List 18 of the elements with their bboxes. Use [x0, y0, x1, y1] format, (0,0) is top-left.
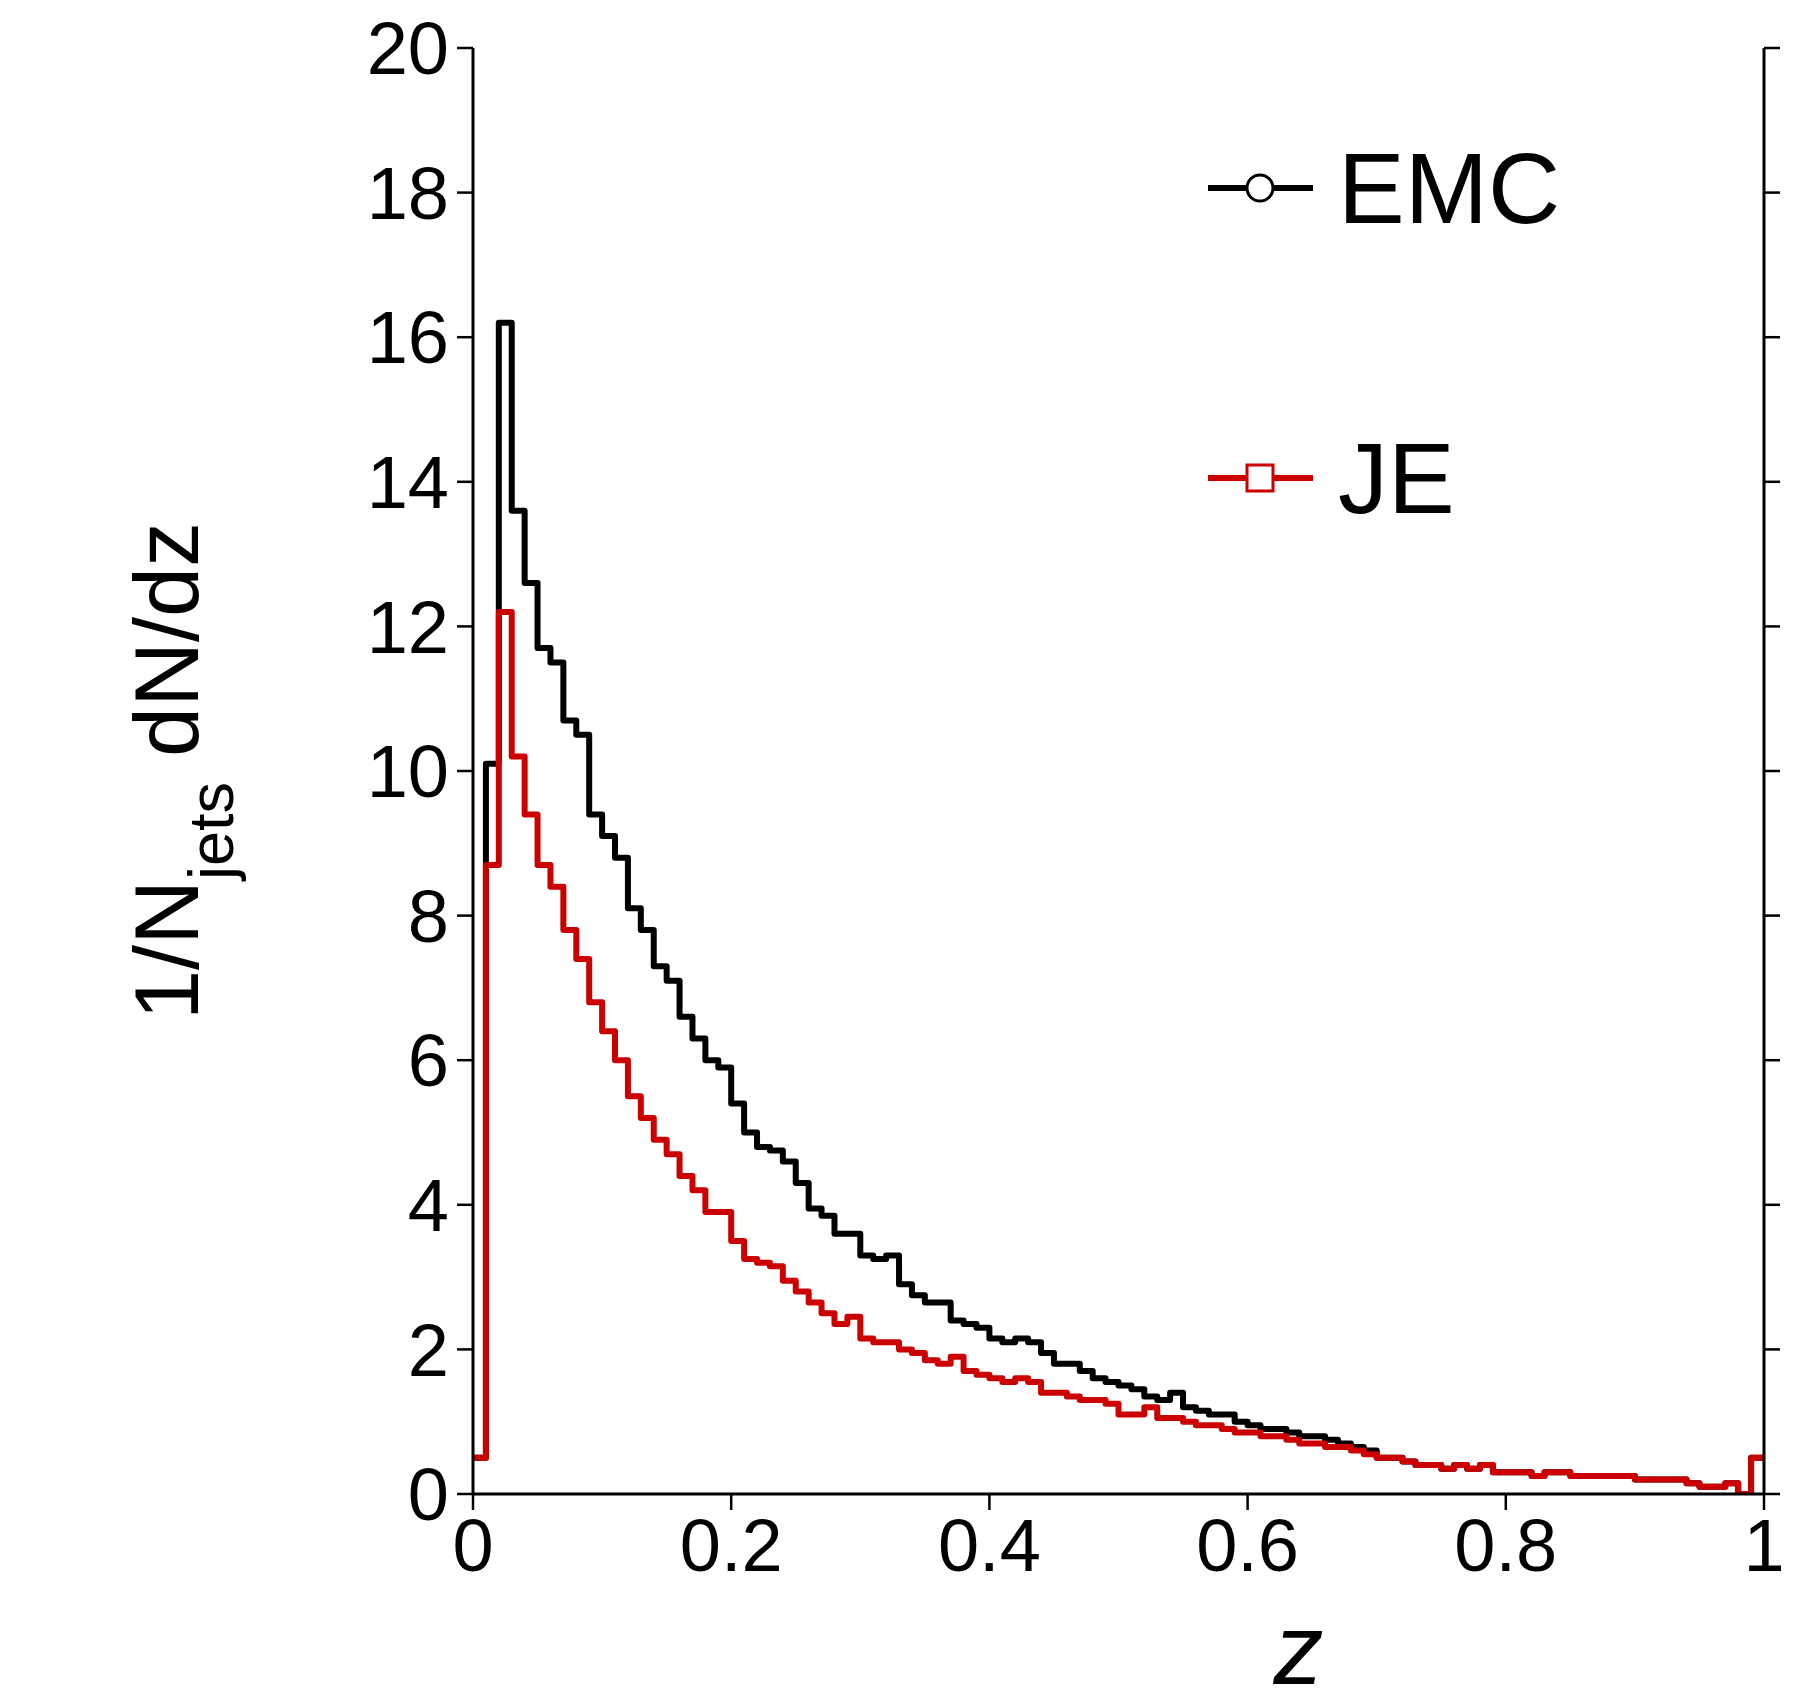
y-tick-label: 8: [407, 874, 449, 958]
x-tick-label: 1: [1743, 1503, 1785, 1587]
x-tick-label: 0.8: [1454, 1503, 1558, 1587]
y-tick-label: 2: [407, 1308, 449, 1392]
y-tick-label: 14: [366, 441, 449, 525]
y-tick-label: 20: [366, 7, 449, 91]
x-tick-label: 0.2: [679, 1503, 783, 1587]
x-tick-label: 0.6: [1196, 1503, 1300, 1587]
y-tick-label: 12: [366, 585, 449, 669]
y-tick-label: 4: [407, 1164, 449, 1248]
legend-label: EMC: [1338, 132, 1561, 244]
y-tick-label: 18: [366, 151, 449, 235]
y-tick-label: 10: [366, 730, 449, 814]
x-axis-title: z: [1272, 1593, 1324, 1705]
x-tick-label: 0.4: [937, 1503, 1041, 1587]
y-tick-label: 16: [366, 296, 449, 380]
y-tick-label: 6: [407, 1019, 449, 1103]
legend-label: JE: [1338, 422, 1455, 534]
